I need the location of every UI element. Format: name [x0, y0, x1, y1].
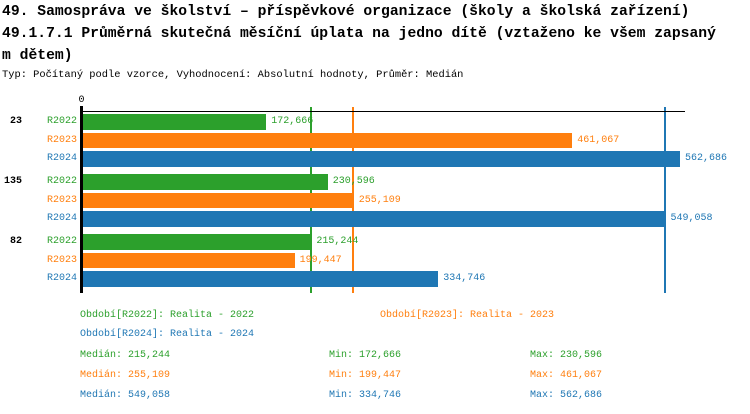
bar-value-label: 199,447 — [299, 254, 342, 266]
series-label-r2022: R2022 — [46, 236, 77, 247]
bar-23-r2023 — [83, 132, 573, 149]
report-title-line3: m dětem) — [2, 48, 73, 64]
series-label-r2024: R2024 — [46, 273, 77, 285]
bar-135-r2024 — [83, 211, 666, 228]
report-title-line2: 49.1.7.1 Průměrná skutečná měsíční úplat… — [2, 26, 716, 42]
series-label-r2022: R2022 — [46, 176, 77, 187]
bar-value-label: 334,746 — [443, 273, 486, 285]
stat-median-2024: Medián: 549,058 — [80, 390, 171, 401]
bar-23-r2022 — [83, 114, 267, 130]
stat-max-2024: Max: 562,686 — [530, 390, 603, 401]
bar-value-label: 562,686 — [685, 153, 728, 165]
stat-min-2023: Min: 199,447 — [329, 370, 402, 381]
series-label-r2023: R2023 — [46, 254, 77, 266]
series-label-r2024: R2024 — [46, 153, 77, 165]
series-label-r2023: R2023 — [46, 194, 77, 206]
legend-item-r2024: Období[R2024]: Realita - 2024 — [80, 329, 255, 340]
group-label-23: 23 — [9, 116, 22, 127]
series-label-r2024: R2024 — [46, 213, 77, 225]
report-title-line1: 49. Samospráva ve školství – příspěvkové… — [2, 4, 690, 20]
series-label-r2023: R2023 — [46, 134, 77, 146]
x-axis-zero-label: 0 — [78, 95, 85, 106]
bar-135-r2023 — [83, 192, 354, 209]
bar-value-label: 549,058 — [670, 213, 713, 225]
stat-max-2022: Max: 230,596 — [530, 350, 603, 361]
stat-max-2023: Max: 461,067 — [530, 370, 603, 381]
x-axis-line — [80, 111, 685, 112]
bar-135-r2022 — [83, 174, 328, 190]
legend-item-r2023: Období[R2023]: Realita - 2023 — [380, 310, 555, 321]
median-line-blue — [664, 107, 666, 293]
bar-82-r2023 — [83, 252, 295, 269]
bar-value-label: 255,109 — [358, 194, 401, 206]
bar-value-label: 215,244 — [316, 236, 359, 247]
report-subtitle: Typ: Počítaný podle vzorce, Vyhodnocení:… — [2, 69, 464, 81]
bar-23-r2024 — [83, 151, 680, 168]
group-label-135: 135 — [3, 176, 22, 187]
stat-median-2022: Medián: 215,244 — [80, 350, 171, 361]
stat-min-2022: Min: 172,666 — [329, 350, 402, 361]
bar-82-r2022 — [83, 234, 312, 250]
group-label-82: 82 — [9, 236, 22, 247]
bar-value-label: 461,067 — [577, 134, 620, 146]
stat-min-2024: Min: 334,746 — [329, 390, 402, 401]
bar-82-r2024 — [83, 271, 439, 288]
stat-median-2023: Medián: 255,109 — [80, 370, 171, 381]
bar-value-label: 172,666 — [271, 116, 314, 127]
y-axis-line — [80, 106, 83, 293]
legend-item-r2022: Období[R2022]: Realita - 2022 — [80, 310, 255, 321]
bar-value-label: 230,596 — [332, 176, 375, 187]
series-label-r2022: R2022 — [46, 116, 77, 127]
